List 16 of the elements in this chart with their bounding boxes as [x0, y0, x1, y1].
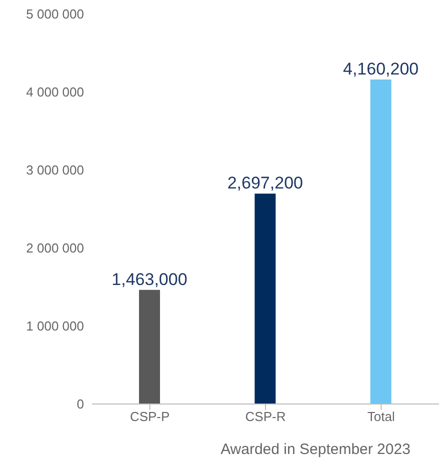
data-label: 1,463,000: [112, 270, 188, 289]
y-tick-label: 5 000 000: [26, 6, 84, 22]
x-tick-label: CSP-R: [245, 409, 286, 424]
data-label: 2,697,200: [227, 174, 303, 193]
data-label: 4,160,200: [343, 60, 419, 79]
x-axis-title: Awarded in September 2023: [220, 441, 410, 458]
x-tick-label: CSP-P: [130, 409, 170, 424]
bar: [254, 194, 276, 404]
bar: [370, 80, 392, 404]
bar: [139, 290, 160, 404]
y-tick-label: 3 000 000: [26, 162, 84, 178]
x-tick-label: Total: [367, 409, 396, 424]
y-tick-label: 1 000 000: [26, 318, 84, 334]
y-tick-label: 2 000 000: [26, 240, 84, 256]
y-tick-label: 0: [76, 396, 84, 412]
y-tick-label: 4 000 000: [26, 84, 84, 100]
